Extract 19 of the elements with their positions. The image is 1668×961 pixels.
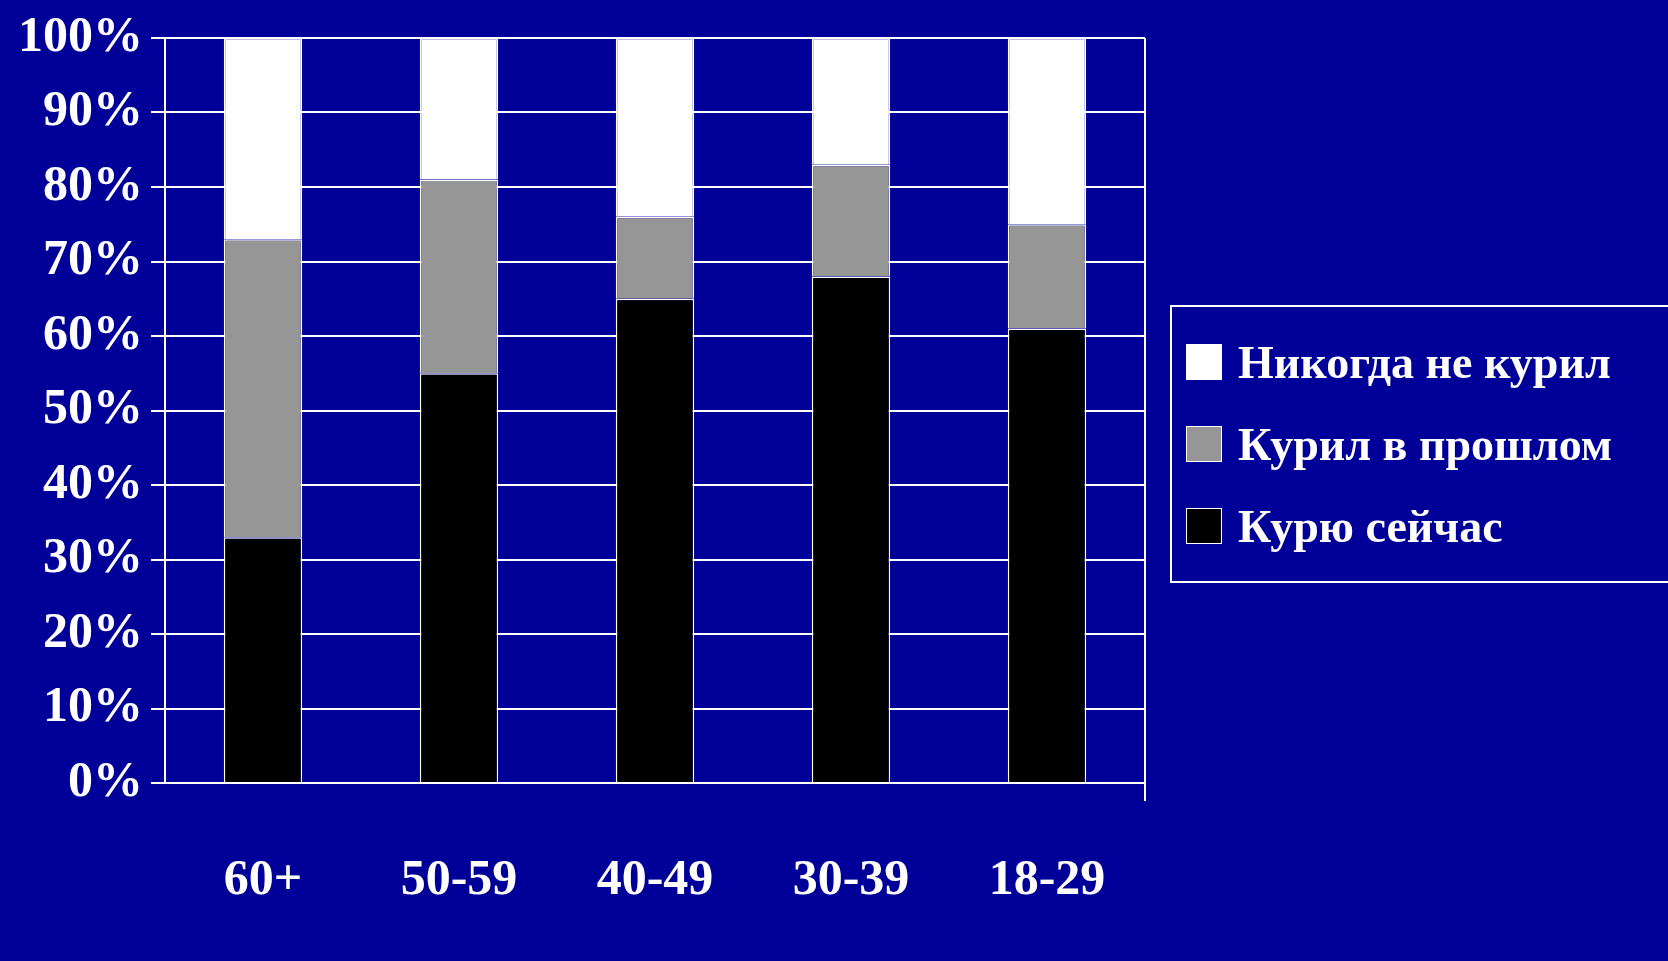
y-tick-label: 50% [43, 378, 143, 435]
x-tick-label: 18-29 [988, 848, 1106, 905]
legend-label: Курил в прошлом [1238, 417, 1613, 471]
y-tick-label: 40% [43, 452, 143, 509]
x-tick-label: 40-49 [596, 848, 714, 905]
y-tick-label: 60% [43, 303, 143, 360]
y-tick-label: 10% [43, 676, 143, 733]
x-tick-label: 60+ [223, 848, 303, 905]
legend-label: Курю сейчас [1238, 499, 1503, 553]
y-tick-label: 100% [18, 5, 143, 62]
x-tick-label: 30-39 [792, 848, 910, 905]
y-tick-label: 30% [43, 527, 143, 584]
y-tick-label: 90% [43, 80, 143, 137]
y-tick-label: 0% [68, 750, 143, 807]
y-tick-label: 80% [43, 154, 143, 211]
y-tick-label: 70% [43, 229, 143, 286]
x-tick-label: 50-59 [400, 848, 518, 905]
y-tick-label: 20% [43, 601, 143, 658]
legend-label: Никогда не курил [1238, 335, 1611, 389]
